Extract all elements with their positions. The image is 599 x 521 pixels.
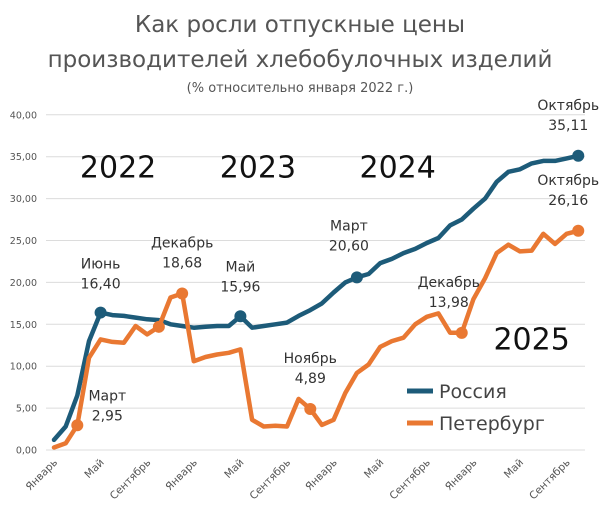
x-axis-ticks: Январь Май Сентябрь Январь Май Сентябрь Январь… xyxy=(24,457,573,503)
annotation-value: 16,40 xyxy=(81,277,121,293)
marker-point xyxy=(94,306,107,319)
annotation-value: 20,60 xyxy=(329,238,369,254)
x-tick-label: Май xyxy=(82,457,106,481)
year-label: 2023 xyxy=(220,151,296,186)
x-tick-label: Сентябрь xyxy=(108,457,154,503)
chart-subtitle: (% относительно января 2022 г.) xyxy=(187,81,414,96)
y-tick-label: 5,00 xyxy=(16,404,37,415)
marker-point xyxy=(71,419,84,432)
x-tick-label: Май xyxy=(222,457,246,481)
annotation-value: 15,96 xyxy=(220,279,260,295)
year-label: 2022 xyxy=(80,151,156,186)
annotation-label: Ноябрь xyxy=(284,351,337,367)
marker-point xyxy=(234,310,247,323)
series-line-1 xyxy=(51,228,581,450)
y-tick-label: 20,00 xyxy=(10,278,37,289)
x-tick-label: Январь xyxy=(443,457,480,494)
marker-point xyxy=(455,326,468,339)
annotation-value: 35,11 xyxy=(548,118,588,134)
x-tick-label: Сентябрь xyxy=(527,457,573,503)
x-tick-label: Май xyxy=(362,457,386,481)
series-layer xyxy=(51,149,585,450)
marker-point xyxy=(572,149,585,162)
annotation-label: Декабрь xyxy=(151,235,213,251)
annotation-value: 4,89 xyxy=(295,371,326,387)
annotation-label: Март xyxy=(88,388,126,404)
year-label: 2024 xyxy=(359,151,435,186)
x-tick-label: Январь xyxy=(163,457,200,494)
y-tick-label: 15,00 xyxy=(10,320,37,331)
series-line-0 xyxy=(51,153,581,443)
y-tick-label: 40,00 xyxy=(10,110,37,121)
annotation-label: Март xyxy=(330,218,368,234)
x-tick-label: Январь xyxy=(24,457,61,494)
annotation-label: Декабрь xyxy=(418,275,480,291)
y-tick-label: 0,00 xyxy=(16,446,37,457)
y-tick-label: 35,00 xyxy=(10,152,37,163)
year-label: 2025 xyxy=(493,322,569,357)
y-tick-label: 10,00 xyxy=(10,362,37,373)
y-tick-label: 30,00 xyxy=(10,194,37,205)
x-tick-label: Сентябрь xyxy=(248,457,294,503)
x-tick-label: Январь xyxy=(303,457,340,494)
annotation-label: Май xyxy=(226,259,256,275)
y-tick-label: 25,00 xyxy=(10,236,37,247)
legend: Россия Петербург xyxy=(407,381,545,435)
annotations: Июнь 16,40 Май 15,96 Март 20,60 Октябрь 35,11 Ма… xyxy=(81,98,599,425)
y-axis-ticks: 0,00 5,00 10,00 15,00 20,00 25,00 30,00 35,00 40… xyxy=(10,110,37,456)
annotation-value: 18,68 xyxy=(162,255,202,271)
x-tick-label: Май xyxy=(502,457,526,481)
marker-point xyxy=(572,224,585,237)
marker-point xyxy=(176,287,189,300)
annotation-label: Июнь xyxy=(81,257,121,273)
annotation-value: 13,98 xyxy=(429,295,469,311)
year-labels: 2022 2023 2024 2025 xyxy=(80,151,570,358)
x-tick-label: Сентябрь xyxy=(387,457,433,503)
marker-point xyxy=(304,403,317,416)
legend-label-russia: Россия xyxy=(439,381,507,403)
marker-point xyxy=(350,271,363,284)
legend-label-peterburg: Петербург xyxy=(439,413,545,435)
chart-title-line-2: производителей хлебобулочных изделий xyxy=(48,47,553,73)
marker-point xyxy=(152,320,165,333)
annotation-value: 26,16 xyxy=(548,193,588,209)
annotation-value: 2,95 xyxy=(92,408,123,424)
chart-title-line-1: Как росли отпускные цены xyxy=(135,12,465,38)
annotation-label: Октябрь xyxy=(537,173,599,189)
annotation-label: Октябрь xyxy=(537,98,599,114)
